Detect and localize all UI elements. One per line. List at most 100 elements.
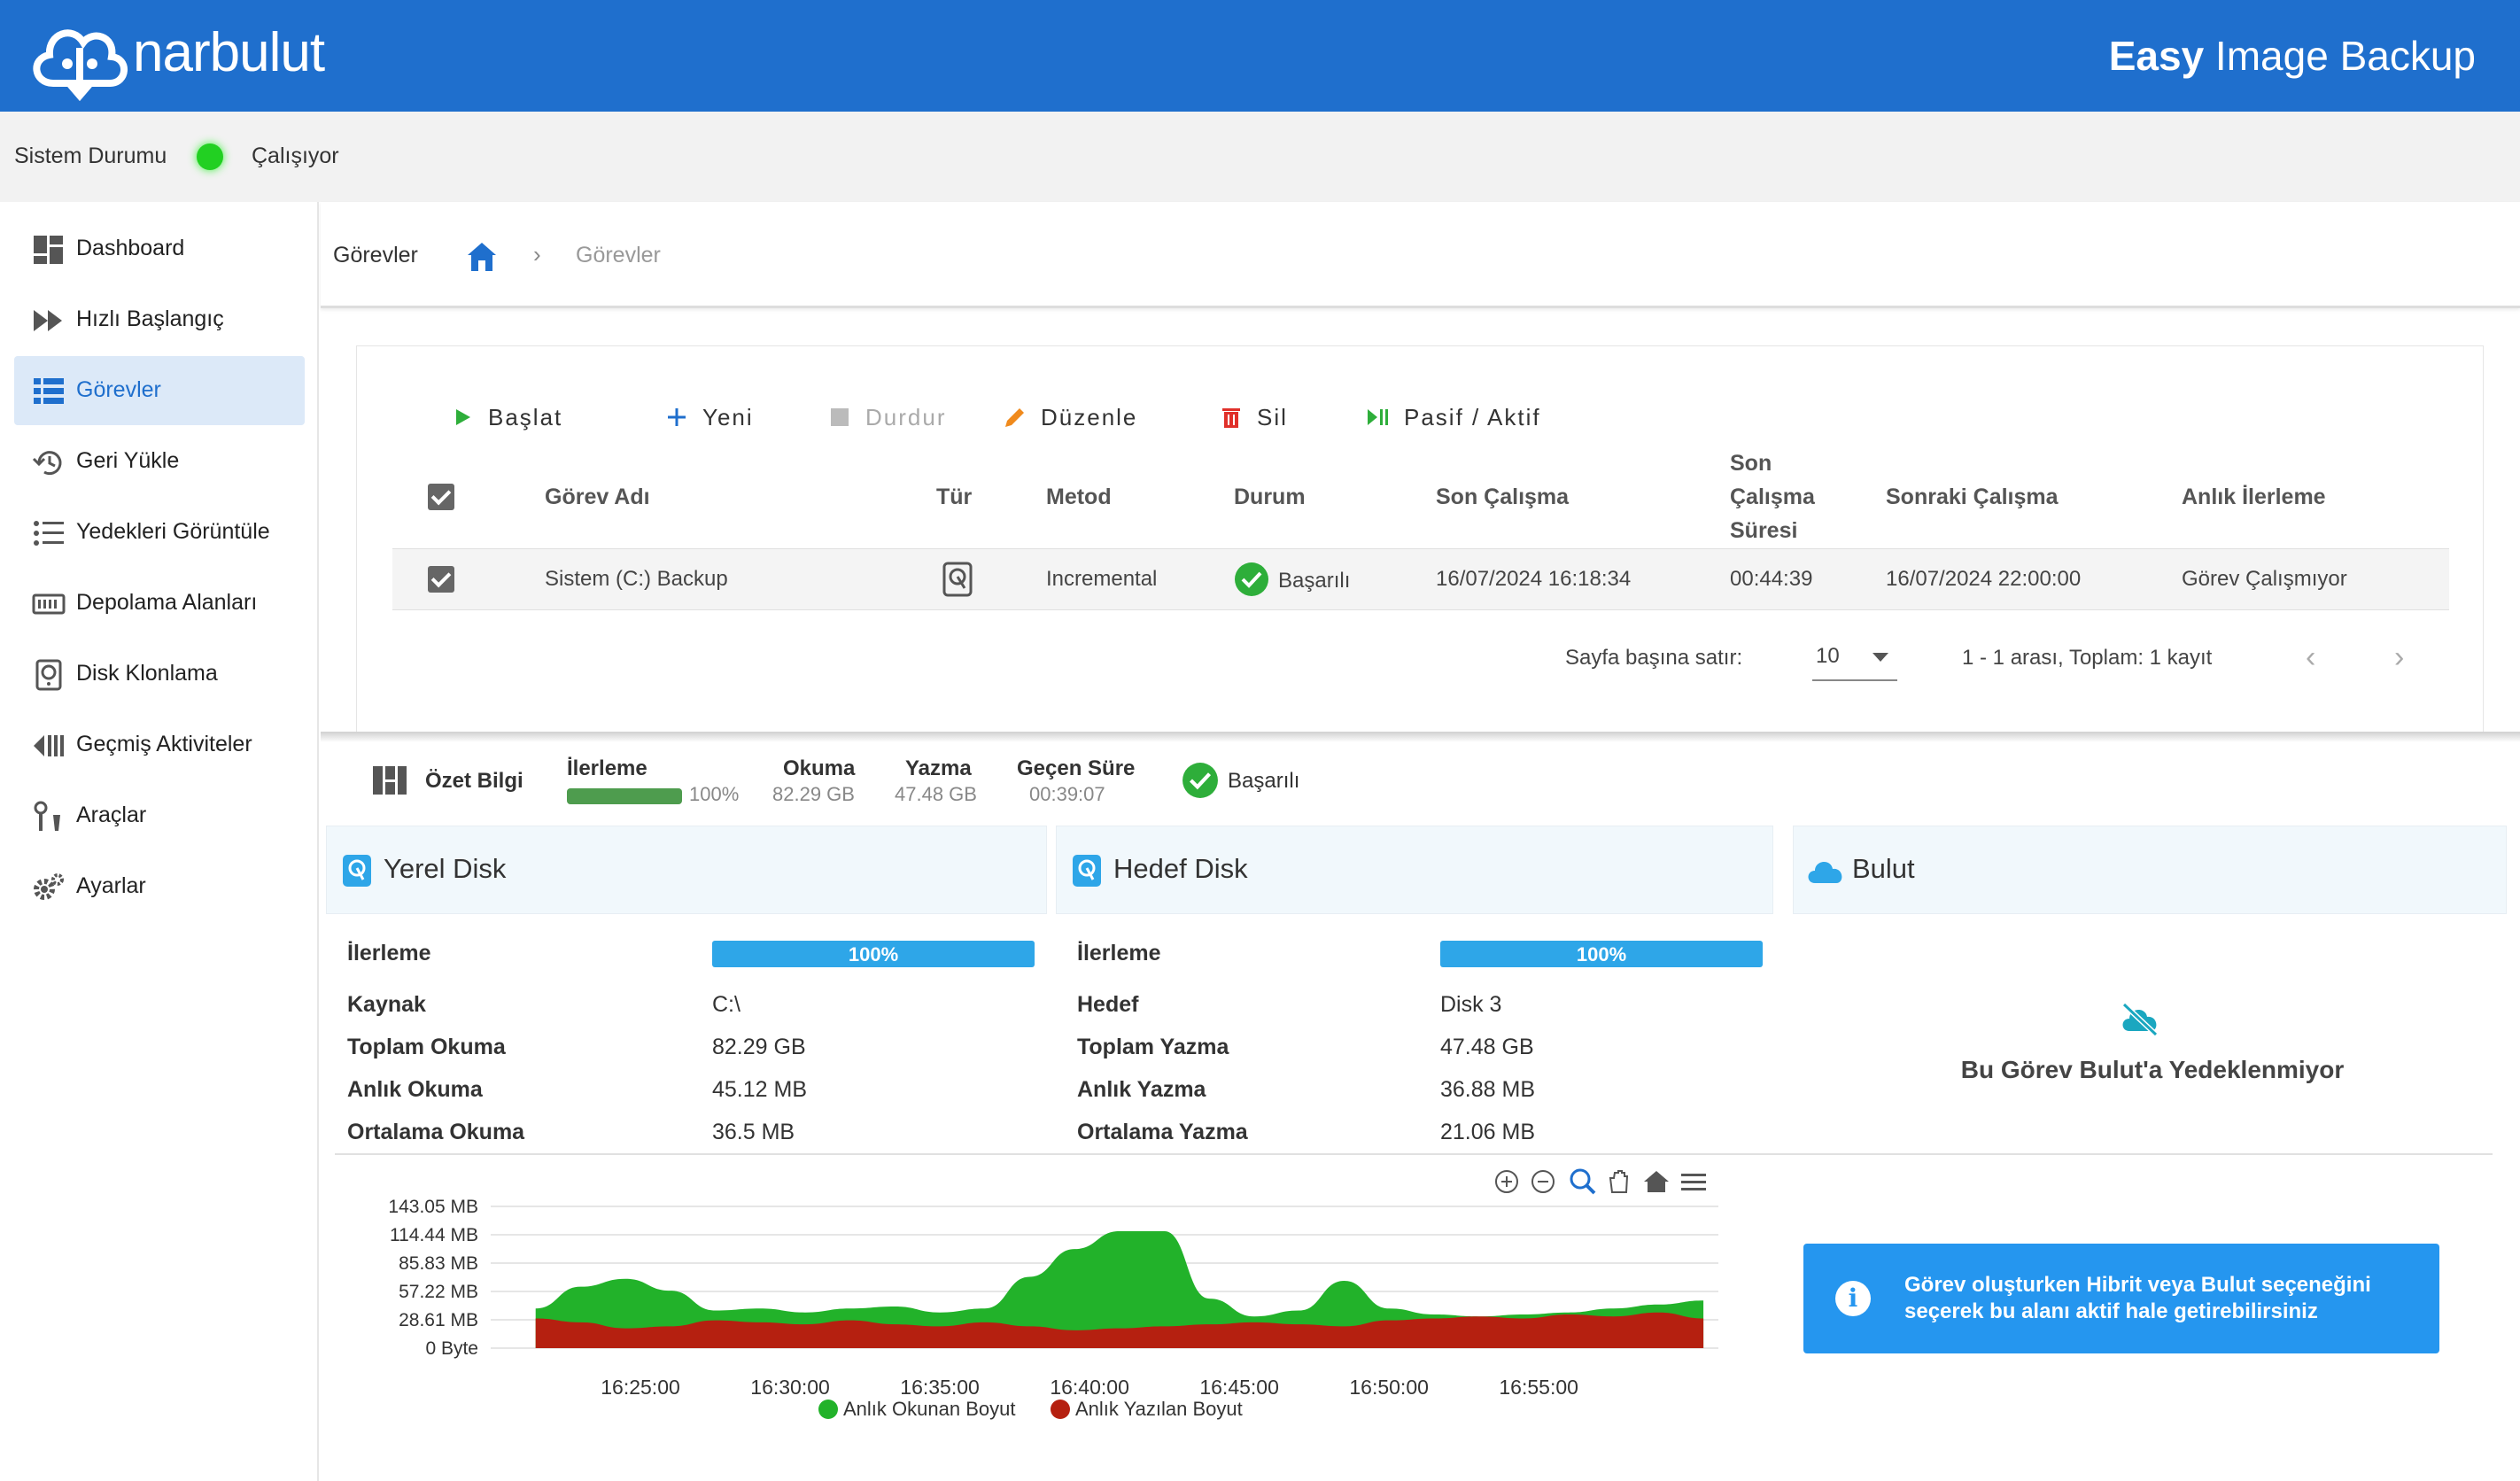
col-header-status[interactable]: Durum bbox=[1234, 485, 1306, 509]
magnify-icon[interactable] bbox=[1570, 1168, 1596, 1195]
select-all-checkbox[interactable] bbox=[428, 484, 454, 510]
sidebar-item-storage[interactable]: Depolama Alanları bbox=[14, 569, 305, 638]
system-status-bar: Sistem Durumu Çalışıyor bbox=[0, 112, 2520, 202]
summary-elapsed-label: Geçen Süre bbox=[1017, 756, 1136, 780]
col-header-duration-line3[interactable]: Süresi bbox=[1730, 518, 1798, 543]
summary-progress-fill bbox=[567, 788, 682, 804]
x-tick-label: 16:45:00 bbox=[1199, 1376, 1279, 1399]
target-avg-label: Ortalama Yazma bbox=[1077, 1120, 1248, 1144]
summary-progress-label: İlerleme bbox=[567, 756, 647, 780]
rows-per-page-label: Sayfa başına satır: bbox=[1565, 646, 1743, 670]
local-avg-value: 36.5 MB bbox=[712, 1120, 795, 1144]
col-header-progress[interactable]: Anlık İlerleme bbox=[2182, 485, 2326, 509]
list-icon bbox=[34, 378, 64, 404]
task-name: Sistem (C:) Backup bbox=[545, 567, 728, 591]
chart-plot: 143.05 MB 114.44 MB 85.83 MB 57.22 MB 28.61 … bbox=[388, 1197, 1718, 1399]
sidebar-item-view-backups[interactable]: Yedekleri Görüntüle bbox=[14, 498, 305, 567]
task-status: Başarılı bbox=[1278, 569, 1351, 593]
disk-type-icon bbox=[942, 562, 973, 597]
target-progress-label: İlerleme bbox=[1077, 941, 1161, 965]
new-button[interactable]: Yeni bbox=[663, 399, 754, 435]
next-page-button[interactable]: › bbox=[2394, 640, 2405, 674]
stop-icon bbox=[831, 408, 849, 426]
app-header: narbulut Easy Image Backup bbox=[0, 0, 2520, 112]
home-icon[interactable] bbox=[464, 239, 500, 273]
prev-page-button[interactable]: ‹ bbox=[2306, 640, 2316, 674]
col-header-duration-line1[interactable]: Son bbox=[1730, 451, 1772, 476]
summary-progress-value: 100% bbox=[689, 783, 740, 805]
summary-read-label: Okuma bbox=[783, 756, 856, 780]
delete-button[interactable]: Sil bbox=[1218, 399, 1288, 435]
panel-divider[interactable] bbox=[321, 732, 2520, 742]
y-tick-label: 85.83 MB bbox=[399, 1253, 478, 1274]
rows-per-page-select[interactable]: 10 bbox=[1812, 639, 1897, 681]
legend-write[interactable]: Anlık Yazılan Boyut bbox=[1051, 1398, 1243, 1421]
row-checkbox[interactable] bbox=[428, 566, 454, 593]
dashboard-icon bbox=[34, 236, 63, 264]
cloud-icon bbox=[1808, 861, 1842, 883]
col-header-last-run[interactable]: Son Çalışma bbox=[1436, 485, 1570, 509]
sidebar-item-quick-start[interactable]: Hızlı Başlangıç bbox=[14, 285, 305, 354]
sidebar-item-tasks[interactable]: Görevler bbox=[14, 356, 305, 425]
table-row[interactable]: Sistem (C:) Backup Incremental Başarılı … bbox=[392, 548, 2449, 610]
sidebar-item-settings[interactable]: Ayarlar bbox=[14, 852, 305, 921]
task-panel: Başlat Yeni Durdur Düzenle Sil Pasif / A… bbox=[356, 345, 2484, 740]
summary-write-value: 47.48 GB bbox=[895, 783, 977, 805]
summary-write-label: Yazma bbox=[905, 756, 972, 780]
zoom-in-icon[interactable] bbox=[1495, 1170, 1518, 1193]
chart-toolbar bbox=[1495, 1168, 1706, 1195]
start-button[interactable]: Başlat bbox=[449, 399, 562, 435]
sidebar-item-tools[interactable]: Araçlar bbox=[14, 781, 305, 850]
summary-grid-icon bbox=[373, 766, 407, 795]
x-tick-label: 16:40:00 bbox=[1050, 1376, 1129, 1399]
summary-status: Başarılı bbox=[1228, 769, 1300, 793]
sidebar-item-dashboard[interactable]: Dashboard bbox=[14, 214, 305, 283]
plus-icon bbox=[668, 408, 686, 426]
task-last-run: 16/07/2024 16:18:34 bbox=[1436, 567, 1632, 591]
edit-button[interactable]: Düzenle bbox=[1002, 399, 1137, 435]
section-divider bbox=[335, 1153, 2493, 1155]
y-tick-label: 0 Byte bbox=[425, 1338, 478, 1359]
x-tick-label: 16:30:00 bbox=[750, 1376, 830, 1399]
col-header-next-run[interactable]: Sonraki Çalışma bbox=[1886, 485, 2059, 509]
target-label: Hedef bbox=[1077, 992, 1139, 1017]
target-value: Disk 3 bbox=[1440, 992, 1502, 1017]
zoom-out-icon[interactable] bbox=[1531, 1170, 1555, 1193]
app-title: Easy Image Backup bbox=[2108, 33, 2476, 79]
local-disk-header: Yerel Disk bbox=[326, 826, 1047, 914]
stop-button[interactable]: Durdur bbox=[826, 399, 946, 435]
col-header-type[interactable]: Tür bbox=[936, 485, 973, 509]
col-header-duration-line2[interactable]: Çalışma bbox=[1730, 485, 1815, 509]
sidebar-item-history[interactable]: Geçmiş Aktiviteler bbox=[14, 710, 305, 779]
narbulut-logo-icon bbox=[33, 29, 128, 101]
series-write-area bbox=[535, 1312, 1704, 1348]
local-disk-title: Yerel Disk bbox=[384, 853, 507, 884]
y-tick-label: 143.05 MB bbox=[388, 1197, 478, 1217]
series-read-area bbox=[535, 1231, 1704, 1348]
task-next-run: 16/07/2024 22:00:00 bbox=[1886, 567, 2082, 591]
play-icon bbox=[456, 409, 470, 425]
sidebar-item-disk-clone[interactable]: Disk Klonlama bbox=[14, 640, 305, 709]
menu-icon[interactable] bbox=[1681, 1174, 1706, 1190]
target-disk-title: Hedef Disk bbox=[1113, 853, 1248, 884]
chevron-down-icon bbox=[1873, 653, 1888, 662]
task-duration: 00:44:39 bbox=[1730, 567, 1813, 591]
legend-read[interactable]: Anlık Okunan Boyut bbox=[818, 1398, 1015, 1421]
cloud-title: Bulut bbox=[1852, 853, 1915, 884]
x-tick-label: 16:25:00 bbox=[601, 1376, 680, 1399]
breadcrumb-current: Görevler bbox=[576, 243, 661, 268]
summary-progress-track bbox=[567, 788, 682, 804]
col-header-method[interactable]: Metod bbox=[1046, 485, 1112, 509]
pan-icon[interactable] bbox=[1609, 1170, 1629, 1193]
home-icon[interactable] bbox=[1644, 1171, 1669, 1192]
x-tick-label: 16:50:00 bbox=[1349, 1376, 1429, 1399]
col-header-name[interactable]: Görev Adı bbox=[545, 485, 650, 509]
cloud-off-icon bbox=[2121, 1002, 2159, 1037]
sidebar-item-restore[interactable]: Geri Yükle bbox=[14, 427, 305, 496]
summary-title: Özet Bilgi bbox=[425, 769, 523, 793]
list-view-icon bbox=[34, 521, 64, 546]
io-chart: 143.05 MB 114.44 MB 85.83 MB 57.22 MB 28.61 … bbox=[354, 1160, 1754, 1444]
system-status-value: Çalışıyor bbox=[252, 143, 339, 168]
toggle-active-button[interactable]: Pasif / Aktif bbox=[1365, 399, 1541, 435]
local-progress-bar: 100% bbox=[712, 941, 1035, 967]
